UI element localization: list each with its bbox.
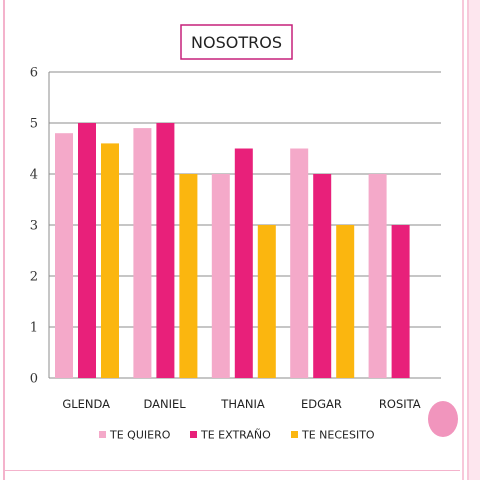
legend-swatch [99,431,106,438]
bar [234,148,253,378]
legend-swatch [190,431,197,438]
chart-title: NOSOTROS [191,33,282,52]
x-tick-label: THANIA [220,397,265,411]
bar [156,123,175,378]
bottom-frame-line [5,470,460,471]
bar [368,174,387,378]
y-tick-label: 1 [30,321,38,336]
bar [78,123,96,378]
x-tick-label: EDGAR [301,397,342,411]
y-tick-label: 0 [30,372,38,387]
decorative-circle [428,401,458,437]
chart-title-box: NOSOTROS [180,24,293,60]
y-tick-label: 4 [30,168,38,183]
bar [179,174,198,378]
bar [391,225,410,378]
y-tick-label: 5 [30,117,38,132]
y-tick-label: 6 [30,66,38,81]
bar [55,133,73,378]
x-tick-label: DANIEL [144,397,187,411]
x-tick-label: ROSITA [379,397,421,411]
bar [313,174,332,378]
bar [211,174,230,378]
legend-label: TE NECESITO [301,429,375,442]
bar [257,225,276,378]
legend-label: TE QUIERO [109,429,171,442]
y-tick-label: 2 [30,270,38,285]
bar [133,128,152,378]
bar [101,143,119,378]
bar [336,225,355,378]
bar [290,148,309,378]
legend-label: TE EXTRAÑO [200,429,271,442]
left-frame-line [3,0,5,480]
x-tick-label: GLENDA [62,397,110,411]
legend-swatch [291,431,298,438]
y-tick-label: 3 [30,219,38,234]
title-border [180,24,293,60]
right-frame-stripe [460,0,480,480]
